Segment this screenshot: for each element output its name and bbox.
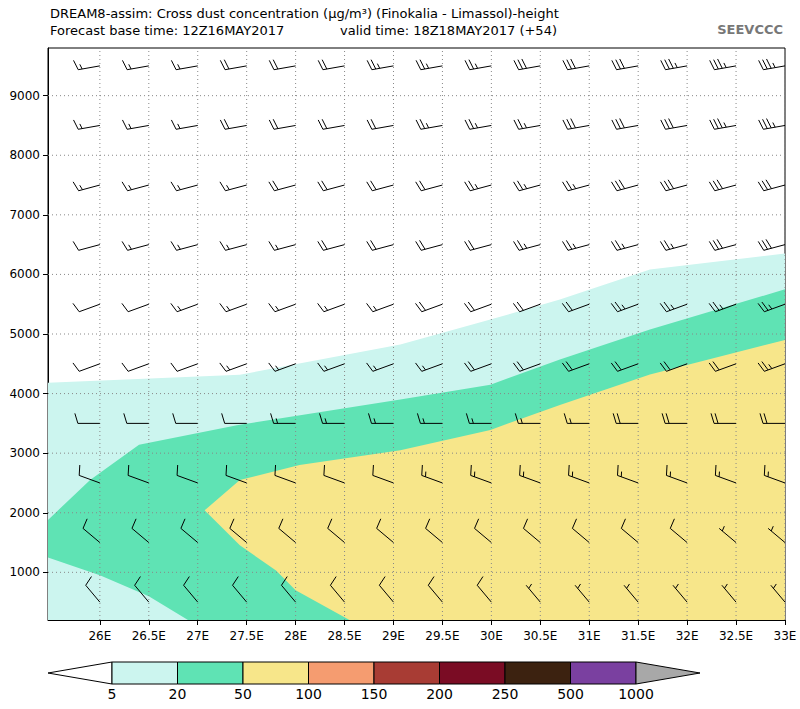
svg-text:500: 500 bbox=[557, 686, 584, 702]
svg-text:2000: 2000 bbox=[9, 506, 40, 520]
svg-text:8000: 8000 bbox=[9, 148, 40, 162]
svg-text:27E: 27E bbox=[186, 629, 209, 643]
svg-text:5: 5 bbox=[108, 686, 117, 702]
svg-text:100: 100 bbox=[295, 686, 322, 702]
svg-text:3000: 3000 bbox=[9, 446, 40, 460]
svg-text:28E: 28E bbox=[284, 629, 307, 643]
svg-text:7000: 7000 bbox=[9, 208, 40, 222]
svg-text:30.5E: 30.5E bbox=[523, 629, 557, 643]
svg-text:6000: 6000 bbox=[9, 267, 40, 281]
svg-text:27.5E: 27.5E bbox=[230, 629, 264, 643]
svg-text:5000: 5000 bbox=[9, 327, 40, 341]
svg-text:1000: 1000 bbox=[618, 686, 654, 702]
svg-text:28.5E: 28.5E bbox=[327, 629, 361, 643]
svg-text:33E: 33E bbox=[774, 629, 797, 643]
svg-text:30E: 30E bbox=[480, 629, 503, 643]
svg-text:32.5E: 32.5E bbox=[719, 629, 753, 643]
svg-text:valid time: 18Z18MAY2017 (+54): valid time: 18Z18MAY2017 (+54) bbox=[340, 23, 557, 38]
svg-text:Forecast base time: 12Z16MAY20: Forecast base time: 12Z16MAY2017 bbox=[50, 23, 284, 38]
svg-text:9000: 9000 bbox=[9, 89, 40, 103]
svg-text:31.5E: 31.5E bbox=[621, 629, 655, 643]
svg-text:SEEVCCC: SEEVCCC bbox=[717, 22, 783, 37]
svg-text:26.5E: 26.5E bbox=[132, 629, 166, 643]
svg-text:29E: 29E bbox=[382, 629, 405, 643]
svg-text:DREAM8-assim: Cross dust conce: DREAM8-assim: Cross dust concentration (… bbox=[50, 6, 559, 21]
svg-text:29.5E: 29.5E bbox=[425, 629, 459, 643]
svg-text:1000: 1000 bbox=[9, 565, 40, 579]
svg-text:4000: 4000 bbox=[9, 387, 40, 401]
svg-text:32E: 32E bbox=[676, 629, 699, 643]
svg-text:26E: 26E bbox=[88, 629, 111, 643]
svg-text:200: 200 bbox=[426, 686, 453, 702]
svg-text:250: 250 bbox=[492, 686, 519, 702]
svg-text:31E: 31E bbox=[578, 629, 601, 643]
svg-text:150: 150 bbox=[361, 686, 388, 702]
svg-text:50: 50 bbox=[234, 686, 252, 702]
svg-text:20: 20 bbox=[169, 686, 187, 702]
